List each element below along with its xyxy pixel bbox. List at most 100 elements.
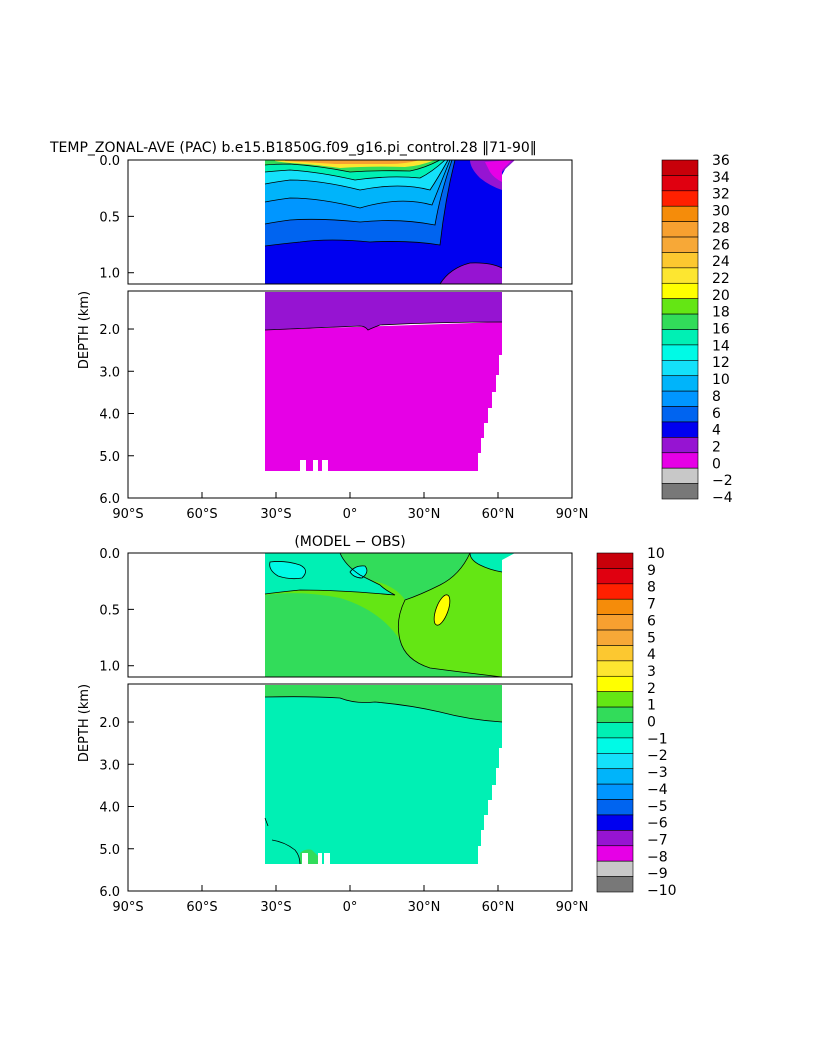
chart1-colorbar-label: 2: [712, 439, 721, 455]
chart2-colorbar-label: −7: [647, 832, 668, 848]
chart1-upper-field-28c: [285, 160, 420, 164]
chart2-colorbar-box: [596, 768, 634, 785]
chart1-colorbar-label: 32: [712, 187, 730, 203]
chart2-colorbar-label: 5: [647, 630, 656, 646]
chart1-colorbar-box: [661, 282, 699, 299]
chart1-colorbar-label: −4: [712, 490, 733, 506]
model-temperature-chart: TEMP_ZONAL-AVE (PAC) b.e15.B1850G.f09_g1…: [49, 140, 733, 522]
chart1-colorbar-label: 10: [712, 372, 730, 388]
chart1-xtick-label: 90°N: [556, 507, 589, 522]
chart2-title: (MODEL − OBS): [294, 534, 405, 550]
chart2-colorbar-label: 3: [647, 664, 656, 680]
chart1-xtick-label: 90°S: [112, 507, 143, 522]
chart2-colorbar-box: [596, 706, 634, 723]
chart1-colorbar-box: [661, 205, 699, 222]
chart1-ytick-label: 0.0: [99, 154, 120, 169]
chart1-colorbar-box: [661, 236, 699, 253]
chart2-lower-missing-gaps: [302, 853, 330, 865]
chart1-xtick-label: 30°S: [260, 507, 291, 522]
chart2-colorbar-box: [596, 660, 634, 677]
chart2-colorbar-box: [596, 614, 634, 631]
chart1-upper-field-2c-north-deep: [440, 262, 502, 284]
chart2-colorbar-box: [596, 737, 634, 754]
chart1-colorbar-label: 28: [712, 220, 730, 236]
chart2-upper-field-minus1-surface: [265, 553, 395, 595]
chart2-colorbar-box: [596, 860, 634, 877]
chart1-colorbar-box: [661, 329, 699, 346]
chart1-colorbar-label: −2: [712, 473, 733, 489]
chart2-ytick-label: 5.0: [99, 843, 120, 858]
chart2-ytick-label: 3.0: [99, 758, 120, 773]
chart1-colorbar-label: 30: [712, 204, 730, 220]
chart1-colorbar-box: [661, 390, 699, 407]
chart2-ytick-label: 2.0: [99, 716, 120, 731]
chart2-colorbar-box: [596, 830, 634, 847]
chart1-colorbar-box: [661, 221, 699, 238]
chart1-xtick-label: 0°: [343, 507, 358, 522]
chart1-lower-contour: [264, 321, 503, 331]
chart1-colorbar-label: 22: [712, 271, 730, 287]
chart1-xtick-label: 60°S: [186, 507, 217, 522]
chart2-x-axis: 90°S 60°S 30°S 0° 30°N 60°N 90°N: [112, 885, 588, 915]
chart2-colorbar-label: −6: [647, 816, 668, 832]
chart1-colorbar-box: [661, 467, 699, 484]
chart2-colorbar-box: [596, 876, 634, 893]
chart1-lower-field-2c: [265, 292, 502, 330]
chart2-ytick-label: 0.0: [99, 547, 120, 562]
chart2-colorbar-label: 9: [647, 563, 656, 579]
chart1-title: TEMP_ZONAL-AVE (PAC) b.e15.B1850G.f09_g1…: [49, 140, 537, 156]
chart1-upper-panel: [127, 159, 573, 285]
chart2-colorbar-label: −3: [647, 765, 668, 781]
chart1-upper-frame: [127, 159, 573, 285]
chart2-colorbar-box: [596, 691, 634, 708]
chart1-colorbar-label: 14: [712, 338, 730, 354]
chart2-colorbar-box: [596, 568, 634, 585]
chart2-upper-field-minus1-cap: [470, 553, 515, 572]
model-minus-obs-chart: (MODEL − OBS): [77, 534, 677, 915]
chart2-colorbar-box: [596, 845, 634, 862]
chart2-upper-field-0-surface: [330, 553, 470, 600]
chart1-colorbar-box: [661, 452, 699, 469]
chart2-colorbar-label: −8: [647, 849, 668, 865]
chart2-colorbar-box: [596, 814, 634, 831]
chart2-colorbar-label: 8: [647, 580, 656, 596]
chart1-colorbar-label: 26: [712, 237, 730, 253]
chart1-colorbar-box: [661, 252, 699, 269]
chart1-colorbar-box: [661, 437, 699, 454]
chart2-ytick-label: 1.0: [99, 660, 120, 675]
chart2-colorbar-box: [596, 753, 634, 770]
chart2-colorbar-label: 1: [647, 698, 656, 714]
chart1-colorbar-label: 16: [712, 322, 730, 338]
chart1-colorbar-box: [661, 406, 699, 423]
chart2-ytick-label: 6.0: [99, 885, 120, 900]
chart1-lower-missing-gaps: [300, 460, 328, 472]
chart1-y-axis: 0.0 0.5 1.0 2.0 3.0 4.0 5.0 6.0: [99, 154, 134, 507]
chart2-xtick-label: 60°S: [186, 900, 217, 915]
chart2-colorbar-label: −9: [647, 866, 668, 882]
chart1-upper-contours: [264, 159, 503, 285]
chart1-ytick-label: 6.0: [99, 492, 120, 507]
chart1-colorbar-label: 18: [712, 305, 730, 321]
chart2-upper-frame: [127, 552, 573, 678]
chart2-xtick-label: 90°S: [112, 900, 143, 915]
chart1-colorbar-box: [661, 344, 699, 361]
chart2-colorbar-label: −1: [647, 731, 668, 747]
chart1-ytick-label: 2.0: [99, 323, 120, 338]
chart2-colorbar-label: 4: [647, 647, 656, 663]
chart1-colorbar-box: [661, 159, 699, 176]
chart1-lower-field-0c: [265, 322, 502, 471]
chart1-xtick-label: 30°N: [408, 507, 441, 522]
chart2-y-axis: 0.0 0.5 1.0 2.0 3.0 4.0 5.0 6.0: [99, 547, 134, 900]
chart1-colorbar-label: 20: [712, 288, 730, 304]
chart2-xtick-label: 60°N: [482, 900, 515, 915]
chart1-ylabel: DEPTH (km): [77, 291, 92, 369]
chart2-ytick-label: 4.0: [99, 801, 120, 816]
chart1-ytick-label: 0.5: [99, 210, 120, 225]
chart2-upper-field-minus2-b: [350, 565, 367, 578]
chart1-upper-field-0c-north-surface: [485, 160, 512, 182]
chart2-colorbar-label: 7: [647, 597, 656, 613]
chart2-lower-field-0: [265, 685, 502, 722]
chart2-lower-contours: [264, 696, 503, 865]
chart1-colorbar-label: 24: [712, 254, 730, 270]
